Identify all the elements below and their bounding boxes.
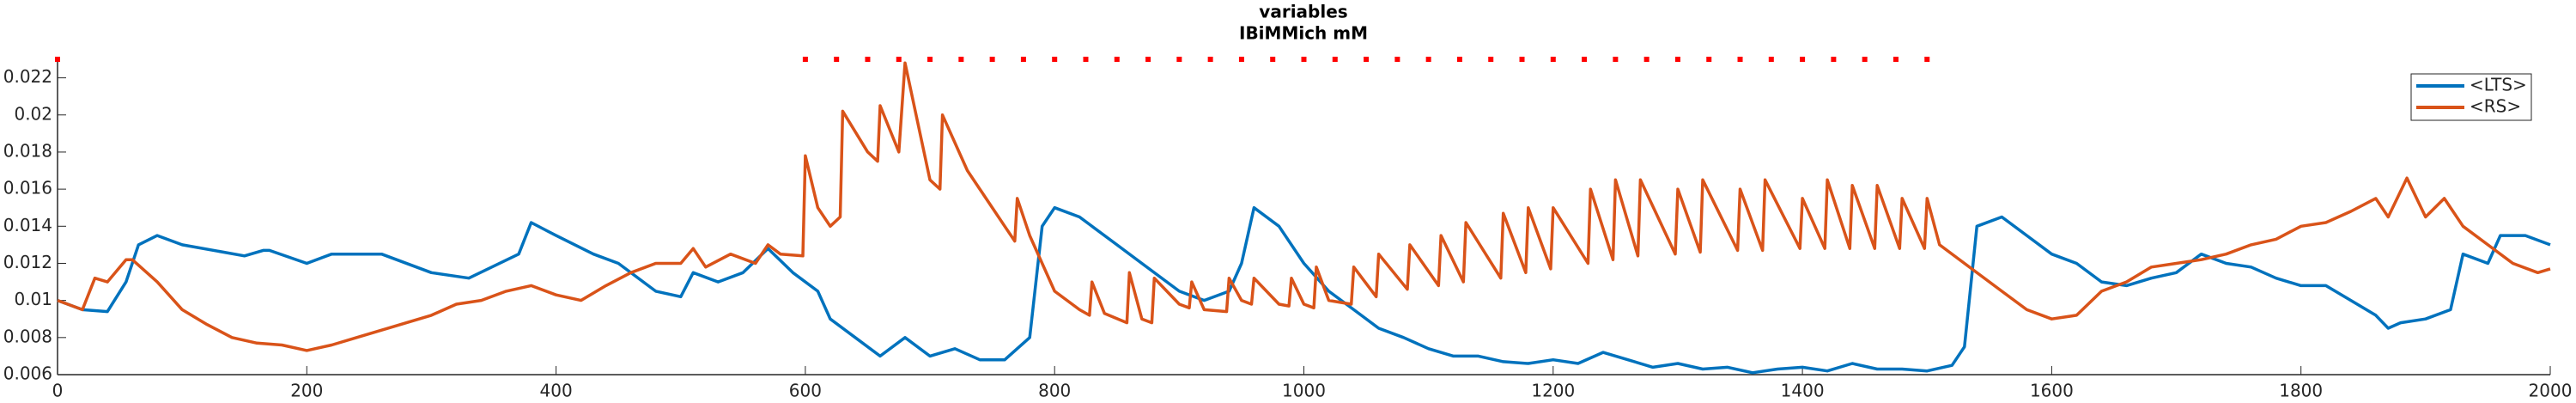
stimulus-marker [1582, 57, 1588, 62]
stimulus-marker [1052, 57, 1058, 62]
stimulus-marker [1425, 57, 1431, 62]
y-tick-label: 0.016 [3, 178, 52, 198]
stimulus-marker [834, 57, 840, 62]
stimulus-marker [1488, 57, 1494, 62]
line-series [57, 61, 2551, 352]
stimulus-marker [1145, 57, 1151, 62]
stimulus-marker [1332, 57, 1338, 62]
stimulus-marker [1020, 57, 1026, 62]
legend-box [2410, 73, 2532, 121]
y-tick-label: 0.01 [14, 289, 52, 309]
stimulus-marker [1800, 57, 1806, 62]
stimulus-marker [1893, 57, 1899, 62]
legend-label: <RS> [2470, 96, 2521, 117]
legend-label: <LTS> [2470, 75, 2527, 95]
stimulus-marker [1270, 57, 1276, 62]
x-tick-label: 200 [290, 381, 323, 401]
stimulus-marker [896, 57, 902, 62]
stimulus-marker [1519, 57, 1525, 62]
stimulus-marker [1456, 57, 1462, 62]
stimulus-marker [1550, 57, 1556, 62]
stimulus-marker [55, 57, 60, 62]
stimulus-marker [1176, 57, 1182, 62]
y-tick-label: 0.006 [3, 363, 52, 384]
stimulus-marker [989, 57, 995, 62]
stimulus-marker [1768, 57, 1774, 62]
stimulus-marker [802, 57, 808, 62]
x-tick-label: 0 [52, 381, 64, 401]
stimulus-marker [958, 57, 964, 62]
y-tick-label: 0.012 [3, 252, 52, 272]
stimulus-marker [1394, 57, 1400, 62]
y-tick-label: 0.02 [14, 103, 52, 124]
x-tick-label: 1000 [1282, 381, 1326, 401]
x-tick-label: 400 [540, 381, 573, 401]
stimulus-marker [1364, 57, 1370, 62]
y-tick-label: 0.008 [3, 326, 52, 346]
stimulus-marker [1737, 57, 1743, 62]
chart-title: variables [1259, 2, 1347, 22]
stimulus-marker [1114, 57, 1120, 62]
x-tick-label: 2000 [2529, 381, 2573, 401]
stimulus-marker [1238, 57, 1244, 62]
stimulus-marker [1862, 57, 1868, 62]
x-tick-label: 800 [1038, 381, 1071, 401]
y-tick-label: 0.018 [3, 140, 52, 161]
y-tick-label: 0.022 [3, 66, 52, 87]
x-tick-label: 600 [789, 381, 822, 401]
stimulus-marker [1706, 57, 1712, 62]
chart-subtitle: IBiMMich mM [1239, 23, 1368, 44]
stimulus-marker [1207, 57, 1213, 62]
x-tick-label: 1400 [1781, 381, 1825, 401]
stimulus-marker [865, 57, 871, 62]
stimulus-marker [1674, 57, 1680, 62]
x-tick-label: 1800 [2279, 381, 2323, 401]
stimulus-marker [1083, 57, 1089, 62]
stimulus-marker [1924, 57, 1930, 62]
stimulus-marker [927, 57, 933, 62]
x-tick-label: 1600 [2030, 381, 2074, 401]
stimulus-marker [1301, 57, 1307, 62]
y-tick-label: 0.014 [3, 215, 52, 235]
stimulus-marker [1643, 57, 1649, 62]
x-tick-label: 1200 [1531, 381, 1575, 401]
stimulus-marker [1613, 57, 1619, 62]
stimulus-marker [1831, 57, 1837, 62]
line-series [57, 205, 2551, 375]
